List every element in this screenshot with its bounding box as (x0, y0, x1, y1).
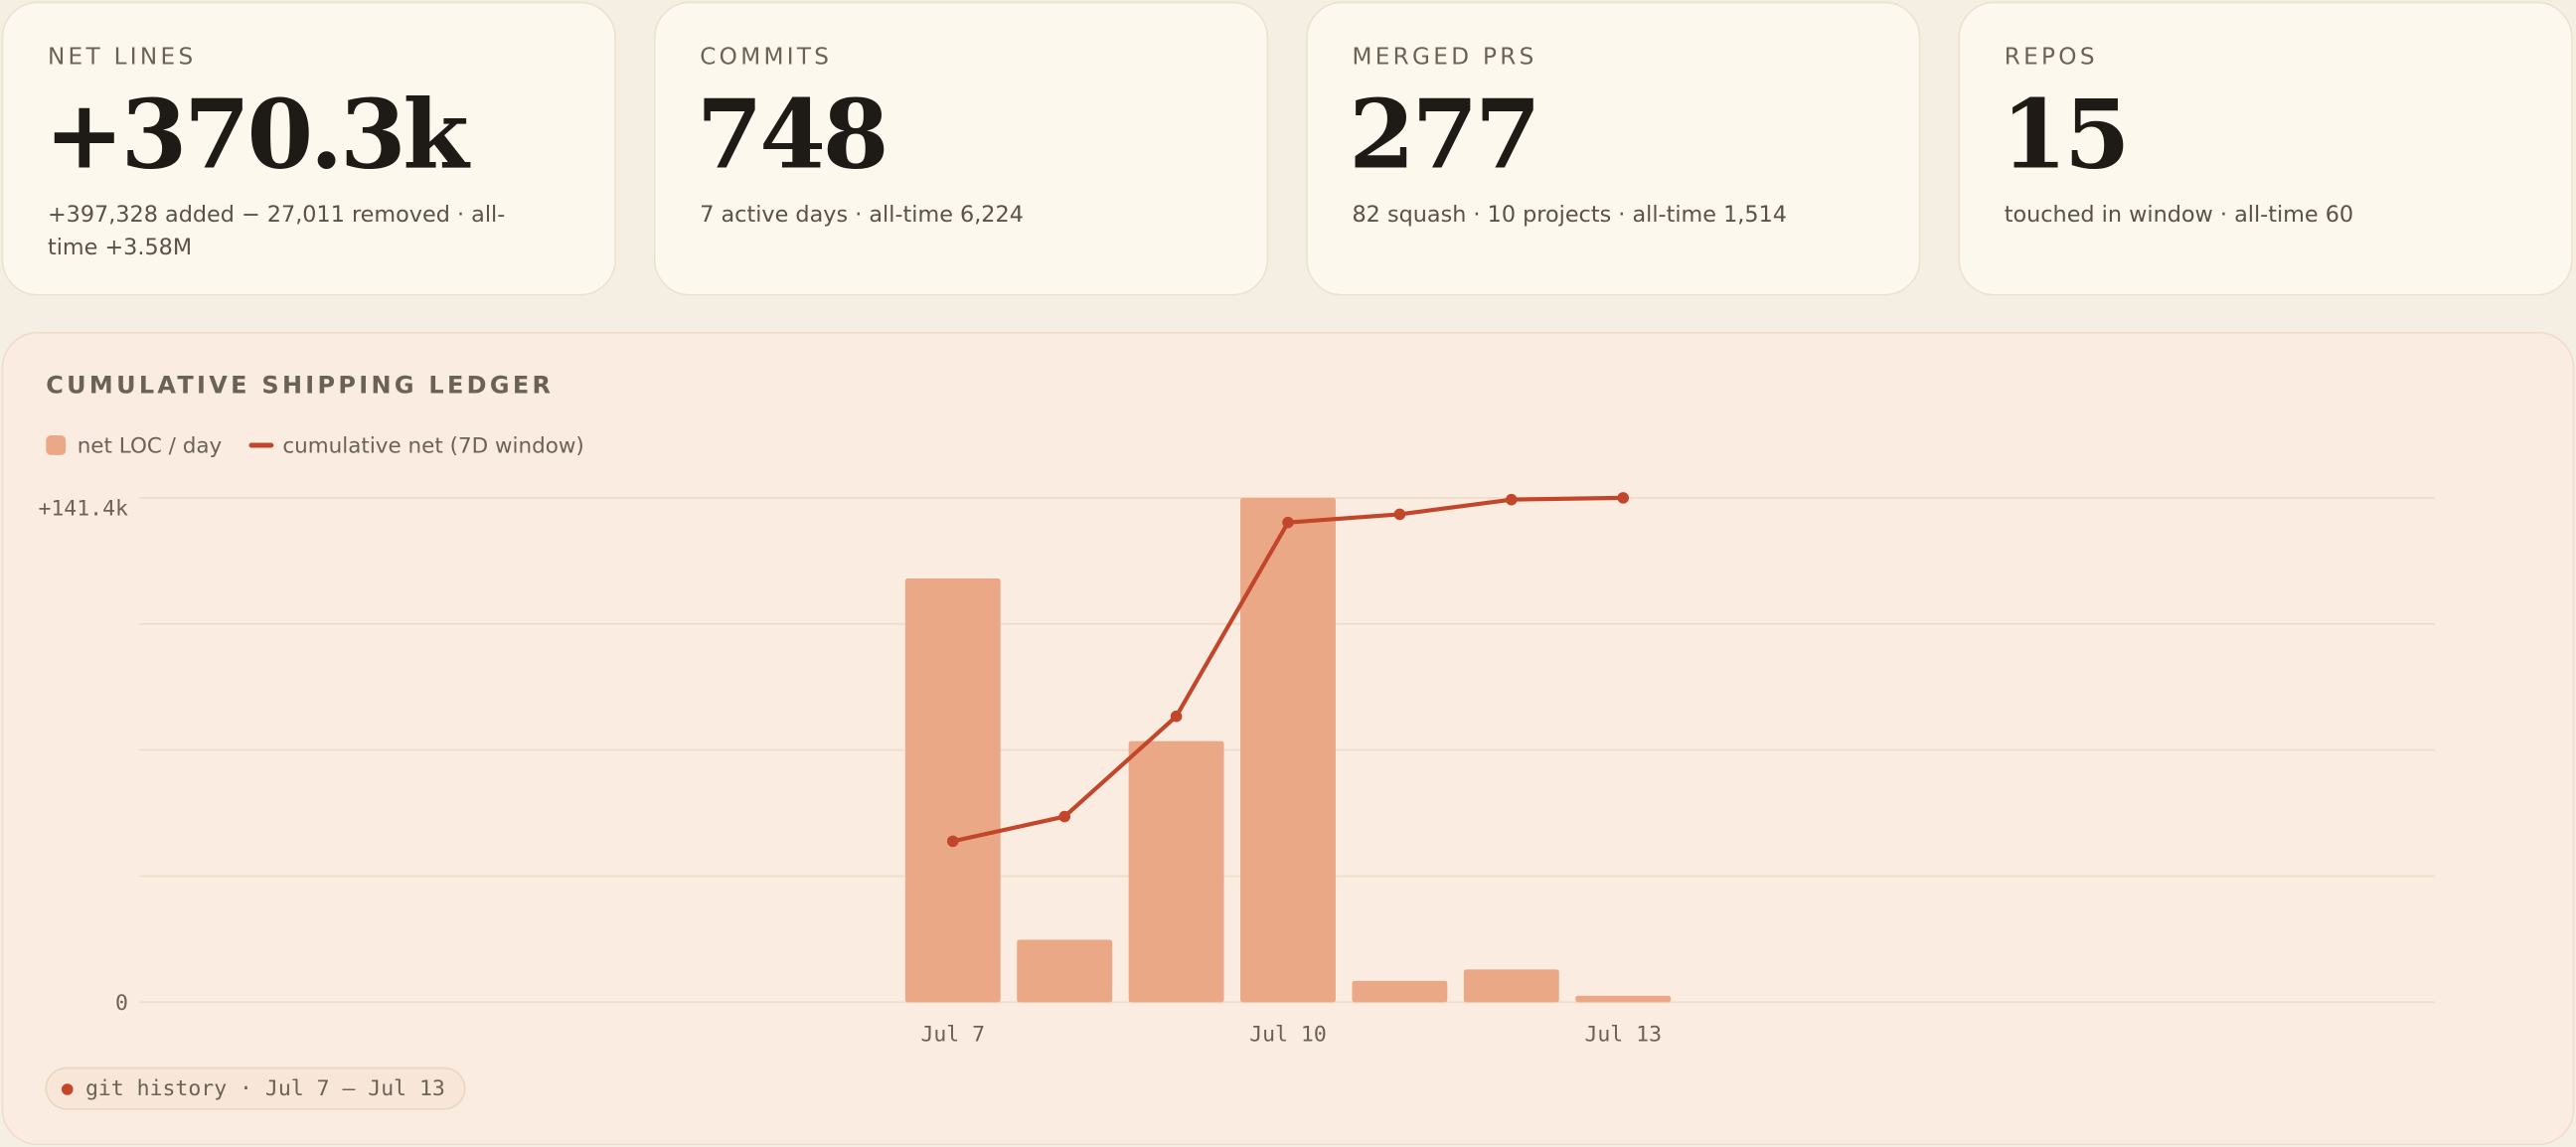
line-point (1393, 508, 1406, 521)
bar (904, 577, 1001, 1003)
y-tick-label: 0 (115, 991, 128, 1016)
x-tick-label: Jul 7 (920, 1022, 985, 1047)
footnote: git history · Jul 7 – Jul 13 (85, 1076, 445, 1101)
stat-value: 277 (1349, 79, 1541, 191)
footnote-dot (61, 1083, 74, 1095)
bar (1017, 939, 1113, 1003)
stat-card: NET LINES +370.3k +397,328 added − 27,011 … (1, 1, 616, 296)
stat-detail: 82 squash · 10 projects · all-time 1,514 (1352, 202, 1788, 229)
line-point (1058, 810, 1070, 823)
x-tick-label: Jul 10 (1249, 1022, 1327, 1047)
bar (1128, 740, 1224, 1003)
line-point (1170, 710, 1183, 723)
legend-label: net LOC / day (78, 434, 223, 459)
stat-label: NET LINES (47, 44, 197, 72)
stat-card: COMMITS 748 7 active days · all-time 6,224 (653, 1, 1269, 296)
stat-detail: 7 active days · all-time 6,224 (700, 202, 1024, 229)
stat-value: +370.3k (44, 79, 469, 191)
chart-panel (1, 331, 2575, 1146)
chart-title: CUMULATIVE SHIPPING LEDGER (46, 371, 554, 399)
legend-label: cumulative net (7D window) (282, 434, 583, 459)
bar (1240, 497, 1336, 1003)
bar (1575, 995, 1672, 1003)
line-point (1617, 492, 1630, 504)
bar (1352, 980, 1448, 1003)
y-tick-label: +141.4k (38, 496, 128, 521)
x-tick-label: Jul 13 (1584, 1022, 1662, 1047)
stat-label: COMMITS (700, 44, 833, 72)
bar (1463, 969, 1559, 1003)
stat-detail: touched in window · all-time 60 (2004, 202, 2354, 229)
line-point (946, 835, 959, 848)
footnote-pill (45, 1066, 466, 1110)
line-point (1282, 516, 1294, 529)
legend-swatch (46, 435, 67, 455)
stat-label: MERGED PRS (1352, 44, 1537, 72)
stat-detail: +397,328 added − 27,011 removed · all-ti… (47, 202, 506, 261)
line-point (1506, 493, 1518, 506)
stat-value: 15 (2001, 79, 2130, 191)
stat-card: MERGED PRS 277 82 squash · 10 projects · a… (1306, 1, 1921, 296)
stat-label: REPOS (2004, 44, 2098, 72)
stat-value: 748 (696, 79, 889, 191)
stat-card: REPOS 15 touched in window · all-time 60 (1958, 1, 2573, 296)
